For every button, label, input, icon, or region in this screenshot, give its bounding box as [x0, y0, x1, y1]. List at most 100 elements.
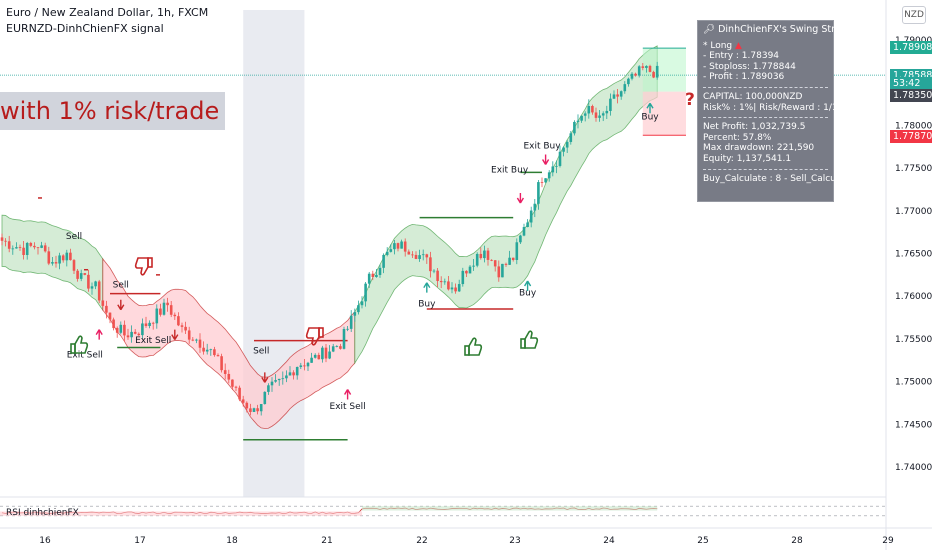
thumbs-up-icon [464, 337, 483, 356]
tooltip-line: Risk% : 1%| Risk/Reward : 1/1 [703, 102, 838, 113]
candle-body [72, 260, 76, 271]
candle-body [609, 98, 612, 111]
candle-body [576, 120, 580, 122]
candle-body [598, 115, 601, 118]
candle-body [465, 270, 468, 274]
tooltip-line: - Profit : 1.789036 [703, 72, 785, 83]
candle-body [25, 242, 29, 255]
candle-body [601, 113, 605, 116]
signal-label: Exit Buy [523, 141, 561, 151]
candle-body [288, 372, 292, 376]
candle-body [407, 251, 411, 255]
candle-body [508, 257, 511, 265]
candle-body [335, 346, 339, 347]
candle-body [339, 346, 342, 349]
tooltip-line: Buy_Calculate : 8 - Sell_Calculate : 0 [703, 173, 868, 184]
candle-body [4, 240, 7, 242]
candle-body [11, 248, 15, 250]
candle-body [101, 300, 105, 306]
candle-body [349, 315, 353, 329]
signal-arrow-icon [516, 192, 525, 204]
candle-body [148, 322, 151, 327]
x-tick-label: 29 [882, 536, 894, 546]
magnifier-icon: 🔎︎ [703, 24, 716, 35]
candle-body [526, 222, 529, 228]
candle-body [414, 254, 418, 259]
indicator-name: EURNZD-DinhChienFX signal [6, 22, 164, 35]
candle-body [274, 380, 277, 382]
candle-body [144, 323, 148, 327]
candle-body [501, 263, 504, 278]
candle-body [447, 281, 450, 290]
candle-body [36, 247, 40, 249]
candle-body [511, 257, 515, 260]
candle-body [303, 365, 306, 367]
candle-body [475, 253, 479, 266]
candle-body [472, 265, 475, 267]
candle-body [436, 270, 439, 281]
tooltip-line: Equity: 1,137,541.1 [703, 153, 792, 164]
candle-body [198, 339, 202, 348]
candle-body [295, 366, 299, 376]
tooltip-line: Max drawdown: 221,590 [703, 143, 815, 154]
signal-label: Buy [641, 112, 659, 122]
candle-body [317, 354, 321, 360]
candle-body [565, 141, 569, 148]
candle-body [580, 115, 583, 121]
candle-body [591, 106, 594, 113]
candle-body [547, 172, 551, 179]
tooltip-line: Percent: 57.8% [703, 132, 772, 143]
candle-body [493, 260, 497, 267]
candle-body [529, 210, 533, 223]
candle-body [612, 94, 616, 99]
candle-body [263, 391, 267, 405]
candle-body [522, 227, 526, 236]
candle-body [205, 349, 209, 352]
x-tick-label: 17 [134, 536, 145, 546]
candle-body [223, 370, 227, 374]
chart-title: Euro / New Zealand Dollar, 1h, FXCM [6, 6, 209, 19]
candle-body [216, 355, 220, 357]
candle-body [360, 301, 364, 306]
candle-body [418, 255, 421, 259]
candle-body [393, 243, 396, 250]
channel-band-2 [354, 45, 658, 365]
candle-body [555, 165, 558, 167]
candle-body [328, 351, 331, 359]
price-label: 1.78908 [890, 41, 932, 55]
candle-body [519, 235, 522, 243]
x-tick-label: 25 [697, 536, 708, 546]
candle-body [151, 322, 155, 324]
candle-body [133, 331, 137, 334]
candle-body [227, 373, 231, 380]
signal-arrow-icon [423, 282, 431, 293]
candle-body [159, 308, 162, 315]
candle-body [51, 262, 54, 264]
candle-body [421, 254, 425, 256]
candle-body [645, 65, 648, 68]
candle-body [47, 251, 51, 264]
risk-banner: with 1% risk/trade [0, 92, 226, 130]
candle-body [112, 319, 115, 329]
currency-button[interactable]: NZD [902, 6, 926, 24]
candle-body [457, 284, 461, 292]
candle-body [87, 274, 90, 289]
candle-body [231, 379, 234, 387]
candle-body [551, 166, 555, 173]
candle-body [443, 281, 447, 283]
thumbs-up-icon [70, 335, 89, 354]
strategy-tooltip: 🔎︎ DinhChienFX's Swing Strategy * Long ▲… [697, 20, 868, 202]
signal-arrow-icon [523, 280, 532, 291]
candle-body [450, 287, 454, 290]
candle-body [299, 365, 303, 367]
candle-body [285, 375, 288, 379]
x-tick-label: 16 [39, 536, 51, 546]
candle-body [184, 326, 187, 331]
signal-arrow-icon [171, 329, 179, 341]
candle-body [119, 324, 123, 333]
candle-body [619, 91, 623, 97]
candle-body [558, 151, 562, 166]
candle-body [342, 329, 346, 349]
candle-body [43, 245, 47, 252]
